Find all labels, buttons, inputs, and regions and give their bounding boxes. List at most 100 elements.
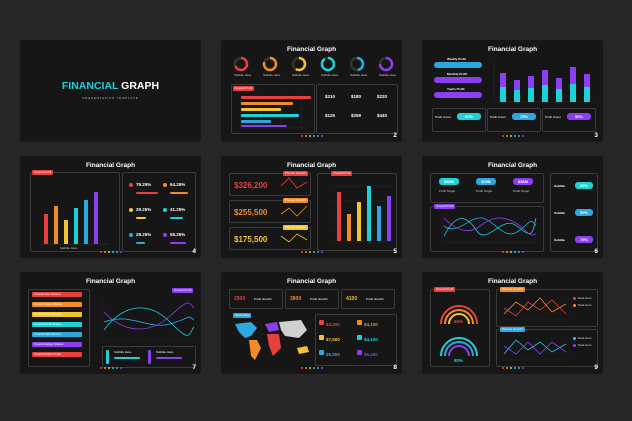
share-item: Overall Profit Shares xyxy=(32,322,82,327)
profit-label: Monthly Profit xyxy=(447,72,468,76)
profit-label: Yearly Profit xyxy=(447,87,465,91)
donut-row xyxy=(233,56,394,129)
chart-icon xyxy=(357,350,362,355)
share-list-panel xyxy=(28,289,90,367)
slide-4[interactable]: Financial Graph Overall Profit Subtitle … xyxy=(20,156,201,258)
chart-tag: Overall Profit xyxy=(434,287,456,292)
legend-dot xyxy=(573,297,576,300)
growth-card xyxy=(341,289,395,309)
chart-tag: Phones Growth xyxy=(500,327,525,332)
line-charts xyxy=(502,297,570,361)
share-item: Overall Data Shares xyxy=(32,312,82,317)
slide-dots xyxy=(300,367,323,369)
chart-icon xyxy=(319,350,324,355)
profit-count-card xyxy=(487,108,541,132)
donut-label: Subtitle Here xyxy=(379,73,397,77)
percent-dot xyxy=(163,208,167,212)
bar-panel xyxy=(231,84,315,134)
legend-label: Data Here xyxy=(578,303,592,307)
legend-dot xyxy=(573,304,576,307)
cover-subtitle: PRESENTATION TEMPLATE xyxy=(82,96,139,100)
target-label: Profit Target xyxy=(513,189,530,193)
percent-dot xyxy=(129,183,133,187)
slide-dots xyxy=(501,251,524,253)
chart-tag: Overall Profit xyxy=(331,171,353,176)
vertical-indicator xyxy=(148,350,151,364)
share-item: Overall Sales Shares xyxy=(32,302,82,307)
profit-pill xyxy=(434,77,482,83)
progress-bar xyxy=(136,242,145,244)
growth-value: 2500 xyxy=(234,296,246,302)
side-label: Subtitle xyxy=(554,211,565,215)
hbar-purple xyxy=(241,125,287,127)
wave-chart xyxy=(101,296,195,341)
slide-title: Financial Graph xyxy=(487,278,538,285)
percent-value: 28.25% xyxy=(136,232,152,237)
vertical-indicator xyxy=(106,350,109,364)
wave-chart-panel xyxy=(430,206,544,252)
chart-icon xyxy=(319,320,324,325)
side-label: Subtitle xyxy=(554,238,565,242)
target-value: $45M xyxy=(439,178,459,185)
growth-value: 3600 xyxy=(290,296,302,302)
stat-value: $125 xyxy=(325,113,336,118)
slide-title: Financial Graph xyxy=(487,46,538,53)
value-card xyxy=(229,227,311,250)
slide-dots xyxy=(300,135,323,137)
values-panel xyxy=(315,314,397,366)
hbar-cyan xyxy=(241,114,299,117)
donut-label: Subtitle Here xyxy=(234,73,252,77)
profit-count-label: Profit Count xyxy=(490,115,506,119)
axis-label: Subtitle Here xyxy=(60,246,78,250)
slide-title: Financial Graph xyxy=(286,278,337,285)
side-panel xyxy=(550,173,598,252)
chart-tag: Overall Profit xyxy=(233,86,255,91)
legend-label: Data Here xyxy=(578,296,592,300)
hbar-blue xyxy=(241,120,271,123)
slide-title: Financial Graph xyxy=(286,46,337,53)
legend-label: Data Here xyxy=(578,343,592,347)
chart-tag: Overall Profit xyxy=(172,288,194,293)
slide-cover[interactable]: FINANCIAL GRAPH PRESENTATION TEMPLATE xyxy=(20,40,201,142)
world-map xyxy=(235,320,309,360)
growth-tag: Phones Growth xyxy=(283,198,308,203)
hbar-red xyxy=(241,96,311,99)
slide-7[interactable]: Financial Graph Overall New Shares Overa… xyxy=(20,272,201,374)
progress-bar xyxy=(170,217,183,219)
progress-bar xyxy=(136,192,158,194)
progress-bar xyxy=(170,242,186,244)
share-item: Overall Future Profit xyxy=(32,352,82,357)
big-value: $326,200 xyxy=(234,181,268,190)
big-value: $255,500 xyxy=(234,208,268,217)
map-tag: World Map xyxy=(233,313,252,318)
profit-count-card xyxy=(542,108,596,132)
slide-9[interactable]: Financial Graph Overall Profit 65% 80% P… xyxy=(422,272,603,374)
slide-3[interactable]: Financial Graph Weekly Profit Monthly Pr… xyxy=(422,40,603,142)
slide-dots xyxy=(99,367,122,369)
slide-2[interactable]: Financial Graph Subtitle Here Subtitle H… xyxy=(221,40,402,142)
growth-label: Profit Growth xyxy=(310,297,328,301)
bar-chart-panel xyxy=(30,172,120,252)
stacked-bar-chart xyxy=(493,62,594,103)
value-card xyxy=(229,173,311,196)
percent-value: 79.25% xyxy=(136,182,152,187)
page-number: 4 xyxy=(192,248,196,255)
percent-value: 29.25% xyxy=(136,207,152,212)
progress-bar xyxy=(136,217,146,219)
progress-bar xyxy=(170,192,188,194)
stat-value: $210 xyxy=(325,94,336,99)
profit-count-label: Profit Count xyxy=(545,115,561,119)
slide-5[interactable]: Financial Graph $326,200 Phones Growth $… xyxy=(221,156,402,258)
page-number: 6 xyxy=(594,248,598,255)
percent-dot xyxy=(129,208,133,212)
region-value: $7,500 xyxy=(326,337,340,342)
value-card xyxy=(229,200,311,223)
gauge-percent: 65% xyxy=(454,319,464,324)
slide-title: Financial Graph xyxy=(85,278,136,285)
percent-dot xyxy=(163,233,167,237)
slide-8[interactable]: Financial Graph 2500 Profit Growth 3600 … xyxy=(221,272,402,374)
slide-6[interactable]: Financial Graph $45M Profit Target $29B … xyxy=(422,156,603,258)
sparklines xyxy=(280,177,308,243)
wave-chart xyxy=(441,214,537,243)
cover-title: FINANCIAL GRAPH xyxy=(20,80,201,92)
